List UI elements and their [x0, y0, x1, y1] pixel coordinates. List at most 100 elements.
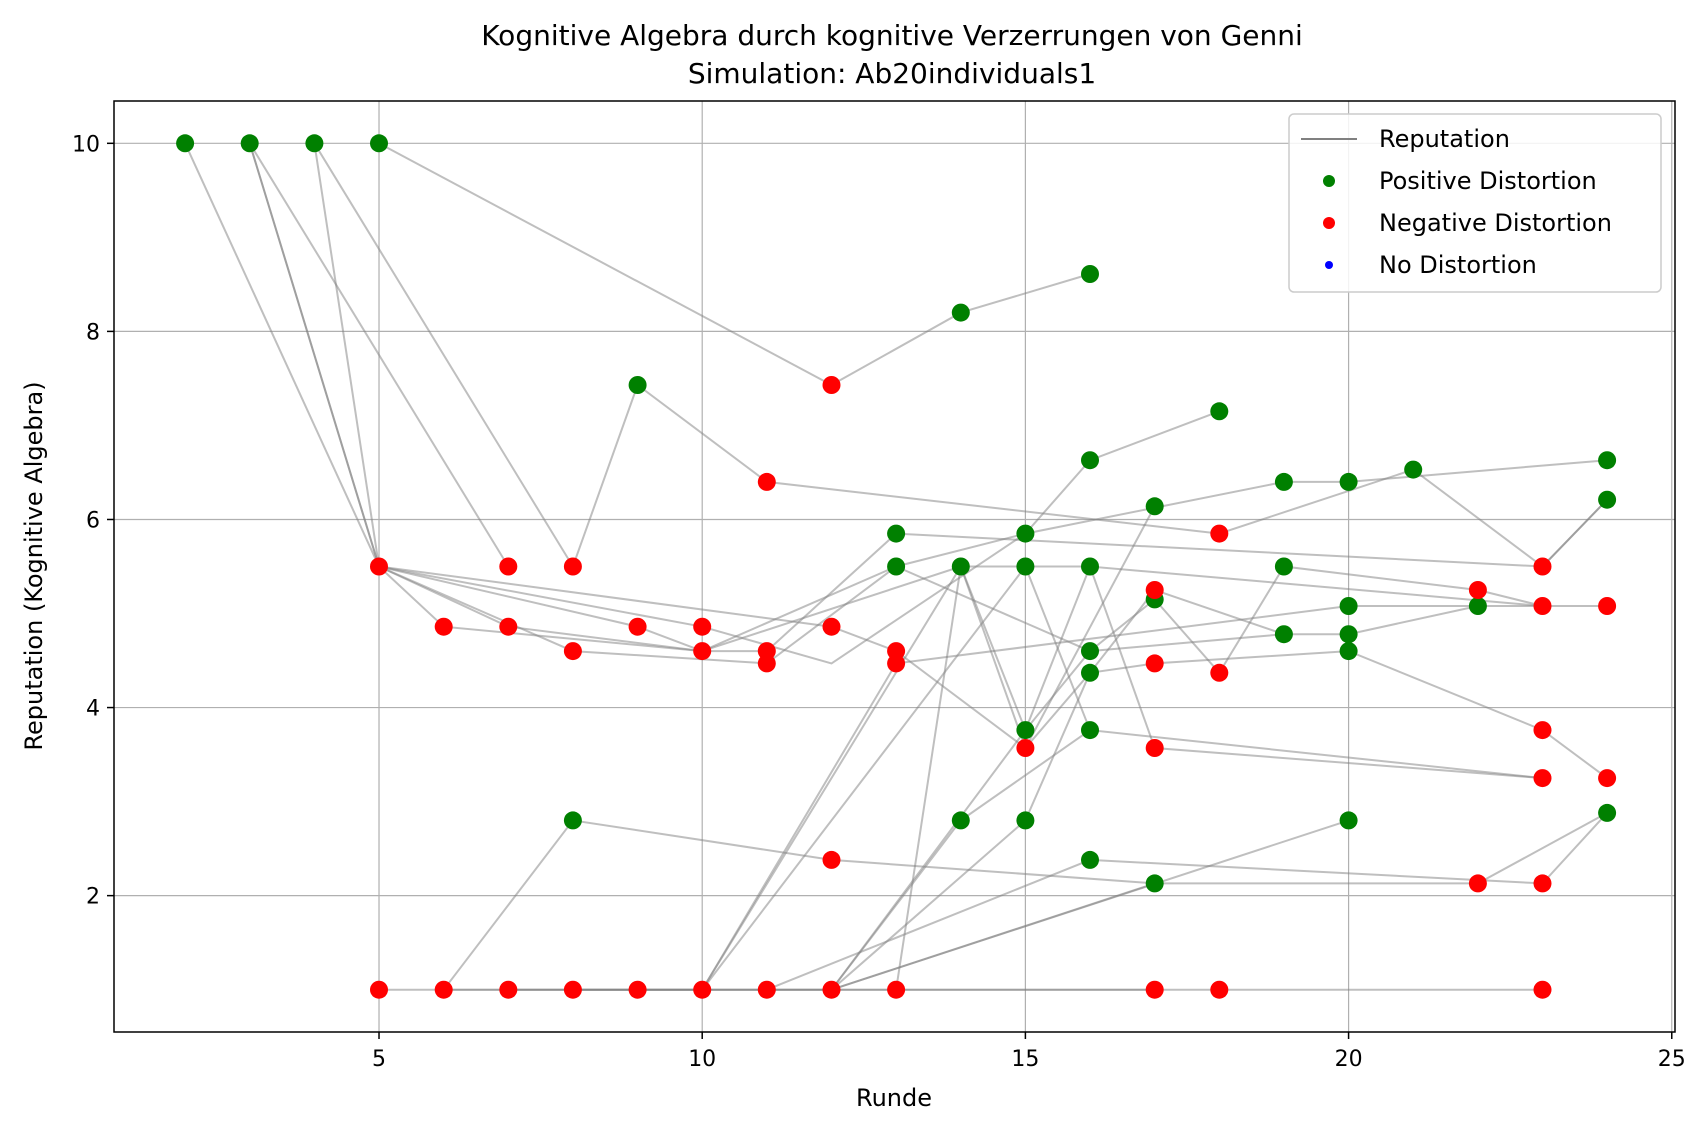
negative-distortion-point — [757, 654, 776, 673]
negative-distortion-point — [693, 617, 712, 636]
negative-distortion-point — [499, 617, 518, 636]
legend-box — [1288, 113, 1662, 293]
negative-distortion-point — [757, 980, 776, 999]
negative-distortion-point — [1210, 980, 1229, 999]
positive-distortion-point — [1274, 625, 1293, 644]
reputation-line — [766, 812, 1608, 991]
positive-distortion-point — [1339, 642, 1358, 661]
positive-distortion-point — [951, 303, 970, 322]
negative-distortion-point — [1210, 663, 1229, 682]
legend-label-positive: Positive Distortion — [1379, 167, 1597, 195]
positive-distortion-point — [1145, 874, 1164, 893]
negative-distortion-point — [887, 654, 906, 673]
positive-distortion-point — [1016, 811, 1035, 830]
positive-distortion-point — [240, 134, 259, 153]
positive-distortion-point — [887, 524, 906, 543]
positive-distortion-point — [1081, 642, 1099, 661]
y-tick-label: 6 — [86, 508, 100, 533]
negative-distortion-point — [1145, 654, 1164, 673]
legend-label-none: No Distortion — [1379, 251, 1537, 279]
y-tick-label: 10 — [72, 132, 100, 157]
reputation-line — [378, 142, 1091, 387]
y-axis-label: Reputation (Kognitive Algebra) — [20, 381, 48, 750]
negative-distortion-point — [693, 642, 712, 661]
y-tick-label: 4 — [86, 697, 100, 722]
positive-distortion-point — [1081, 265, 1099, 283]
legend-marker-none — [1325, 261, 1333, 269]
axis-ticks: 5 10 15 20 25 2 4 6 8 10 — [72, 132, 1686, 1072]
positive-distortion-point — [951, 811, 970, 830]
positive-distortion-point — [1081, 721, 1099, 740]
x-tick-label: 15 — [1011, 1047, 1039, 1072]
y-tick-label: 2 — [86, 885, 100, 910]
reputation-line — [248, 142, 510, 568]
x-axis-label: Runde — [856, 1084, 932, 1112]
negative-distortion-point — [434, 980, 453, 999]
negative-distortion-point — [1598, 769, 1617, 788]
plot-frame — [113, 100, 1676, 1033]
negative-distortion-point — [822, 617, 841, 636]
chart-title: Kognitive Algebra durch kognitive Verzer… — [481, 19, 1303, 52]
negative-distortion-point — [563, 980, 582, 999]
positive-distortion-point — [1274, 557, 1293, 576]
positive-distortion-point — [1339, 625, 1358, 644]
legend: Reputation Positive Distortion Negative … — [1288, 113, 1662, 293]
negative-distortion-point — [822, 850, 841, 869]
positive-distortion-point — [1468, 597, 1487, 615]
negative-distortion-point — [757, 472, 776, 491]
reputation-line — [831, 882, 1156, 991]
negative-distortion-point — [628, 980, 647, 999]
positive-distortion-point — [1016, 524, 1035, 543]
positive-distortion-point — [563, 811, 582, 830]
negative-distortion-point — [1533, 557, 1552, 576]
positive-distortion-point — [951, 557, 970, 576]
negative-distortion-point — [1533, 597, 1552, 615]
positive-distortion-point — [1016, 721, 1035, 740]
negative-distortion-point — [693, 980, 712, 999]
positive-distortion-point — [1339, 811, 1358, 830]
negative-distortion-point — [499, 980, 518, 999]
positive-distortion-point — [1339, 472, 1358, 491]
negative-distortion-point — [1468, 581, 1487, 599]
negative-distortion-point — [887, 980, 906, 999]
chart-subtitle: Simulation: Ab20individuals1 — [688, 57, 1096, 90]
positive-distortion-point — [887, 557, 906, 576]
positive-distortion-point — [628, 376, 647, 394]
positive-distortion-point — [370, 134, 388, 153]
x-tick-label: 20 — [1335, 1047, 1363, 1072]
negative-distortion-point — [370, 980, 388, 999]
reputation-line — [442, 812, 1608, 991]
positive-distortion-point — [1404, 460, 1423, 479]
negative-distortion-point — [1533, 874, 1552, 893]
negative-distortion-point — [822, 376, 841, 394]
data-points — [176, 134, 1617, 999]
negative-distortion-point — [822, 980, 841, 999]
legend-marker-negative — [1323, 217, 1335, 229]
reputation-line — [184, 142, 1608, 653]
positive-distortion-point — [1598, 451, 1617, 470]
positive-distortion-point — [176, 134, 195, 153]
positive-distortion-point — [1081, 557, 1099, 576]
reputation-line — [895, 565, 1543, 990]
negative-distortion-point — [563, 642, 582, 661]
negative-distortion-point — [1598, 597, 1617, 615]
negative-distortion-point — [887, 642, 906, 661]
x-tick-label: 25 — [1658, 1047, 1686, 1072]
negative-distortion-point — [757, 642, 776, 661]
legend-label-negative: Negative Distortion — [1379, 209, 1612, 237]
x-tick-label: 10 — [688, 1047, 716, 1072]
positive-distortion-point — [1598, 490, 1617, 509]
negative-distortion-point — [1533, 980, 1552, 999]
positive-distortion-point — [1145, 497, 1164, 516]
legend-marker-positive — [1323, 175, 1335, 187]
negative-distortion-point — [434, 617, 453, 636]
negative-distortion-point — [1145, 739, 1164, 757]
negative-distortion-point — [1210, 524, 1229, 543]
positive-distortion-point — [1081, 451, 1099, 470]
negative-distortion-point — [1145, 581, 1164, 599]
positive-distortion-point — [1598, 803, 1617, 822]
x-tick-label: 5 — [372, 1047, 386, 1072]
positive-distortion-point — [1210, 402, 1229, 421]
legend-label-reputation: Reputation — [1379, 125, 1510, 153]
